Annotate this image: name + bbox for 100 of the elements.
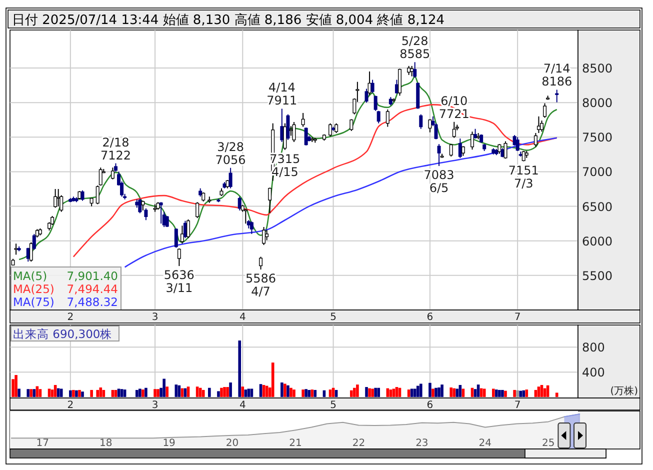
bar — [166, 386, 169, 397]
candlestick — [522, 150, 526, 162]
bar — [26, 389, 30, 397]
x-tick-label: 3 — [152, 400, 158, 411]
bar — [419, 384, 422, 397]
bar — [48, 388, 51, 397]
candlestick — [536, 116, 540, 134]
bar — [138, 388, 142, 397]
bar — [12, 379, 14, 397]
x-tick-label: 21 — [289, 438, 302, 449]
candlestick — [174, 228, 178, 248]
bar — [365, 387, 368, 397]
bar — [223, 387, 226, 397]
annotation: 7151 7/3 — [508, 163, 539, 190]
bar — [36, 386, 39, 397]
y-tick-label: 5500 — [582, 268, 613, 283]
bar — [428, 382, 432, 397]
annotation: 7083 6/5 — [424, 168, 454, 195]
bar — [38, 389, 42, 397]
bar — [452, 388, 456, 397]
annotation: 2/18 7122 — [100, 135, 132, 162]
bar — [286, 385, 290, 397]
bar — [226, 387, 229, 397]
x-tick-label: 6 — [426, 312, 434, 323]
candlestick — [144, 208, 148, 221]
y-tick-label: 7500 — [582, 130, 613, 145]
bar — [30, 389, 33, 397]
bar — [96, 390, 100, 397]
x-tick-label: 4 — [239, 400, 246, 411]
x-tick-label: 6 — [426, 400, 434, 411]
bar — [356, 384, 359, 397]
candlestick — [458, 138, 462, 158]
candlestick — [29, 242, 33, 262]
bar — [450, 387, 453, 397]
bar — [60, 388, 63, 397]
bar — [462, 388, 465, 397]
bar — [90, 390, 93, 397]
bar — [501, 390, 504, 397]
x-tick-label: 5 — [330, 312, 336, 323]
bar — [438, 387, 440, 397]
bar — [117, 388, 120, 397]
candlestick — [540, 120, 544, 132]
bar — [81, 392, 84, 397]
candlestick — [250, 221, 254, 234]
bar — [482, 388, 486, 397]
x-tick-label: 7 — [514, 312, 521, 323]
candlestick — [54, 188, 58, 208]
x-tick-label: 18 — [99, 438, 112, 449]
bar — [156, 389, 160, 397]
bar — [374, 388, 377, 397]
bar — [292, 390, 296, 397]
candlestick — [470, 131, 474, 150]
candlestick — [286, 114, 290, 140]
y-tick-label: 800 — [582, 340, 605, 355]
annotation: 出来高 690,300株 — [13, 327, 112, 341]
y-tick-label: 7000 — [582, 165, 613, 180]
candlestick — [555, 89, 559, 103]
candlestick — [244, 208, 248, 224]
bar — [99, 387, 102, 397]
text: MA(75) 7,488.32 — [13, 295, 118, 309]
x-tick-label: 5 — [330, 400, 336, 411]
bar — [302, 390, 304, 397]
y-tick-label: 6000 — [582, 234, 613, 248]
bar — [241, 386, 244, 397]
candlestick — [452, 121, 456, 138]
bar — [440, 384, 444, 397]
x-tick-label: 2 — [67, 312, 74, 323]
bar — [416, 386, 420, 397]
candlestick — [110, 167, 114, 180]
annotation: 3/28 7056 — [215, 140, 246, 167]
x-tick-label: 22 — [352, 438, 366, 449]
bar — [135, 390, 138, 397]
bar — [18, 388, 20, 397]
bar — [555, 392, 558, 397]
y-tick-label: 8500 — [582, 62, 613, 76]
bar — [202, 390, 205, 397]
annotation: 5636 3/11 — [164, 268, 194, 296]
bar — [353, 388, 356, 397]
annotation: 5586 4/7 — [245, 271, 276, 298]
candlestick — [301, 112, 305, 128]
bar — [259, 384, 262, 397]
bar — [208, 388, 211, 397]
bar — [284, 384, 286, 397]
candlestick — [350, 118, 354, 132]
candlestick — [474, 128, 478, 140]
bar — [432, 388, 434, 397]
bar — [456, 388, 459, 397]
bar — [504, 390, 507, 397]
candlestick — [180, 225, 184, 244]
bar — [280, 382, 284, 397]
bar — [290, 388, 292, 397]
y-tick-label: 400 — [582, 366, 605, 380]
candlestick — [32, 233, 36, 250]
candlestick — [498, 144, 502, 154]
candlestick — [368, 70, 372, 96]
x-tick-label: 24 — [478, 438, 492, 449]
bar — [196, 386, 199, 397]
bar — [229, 382, 232, 397]
bar — [519, 390, 522, 397]
bar — [154, 389, 156, 397]
